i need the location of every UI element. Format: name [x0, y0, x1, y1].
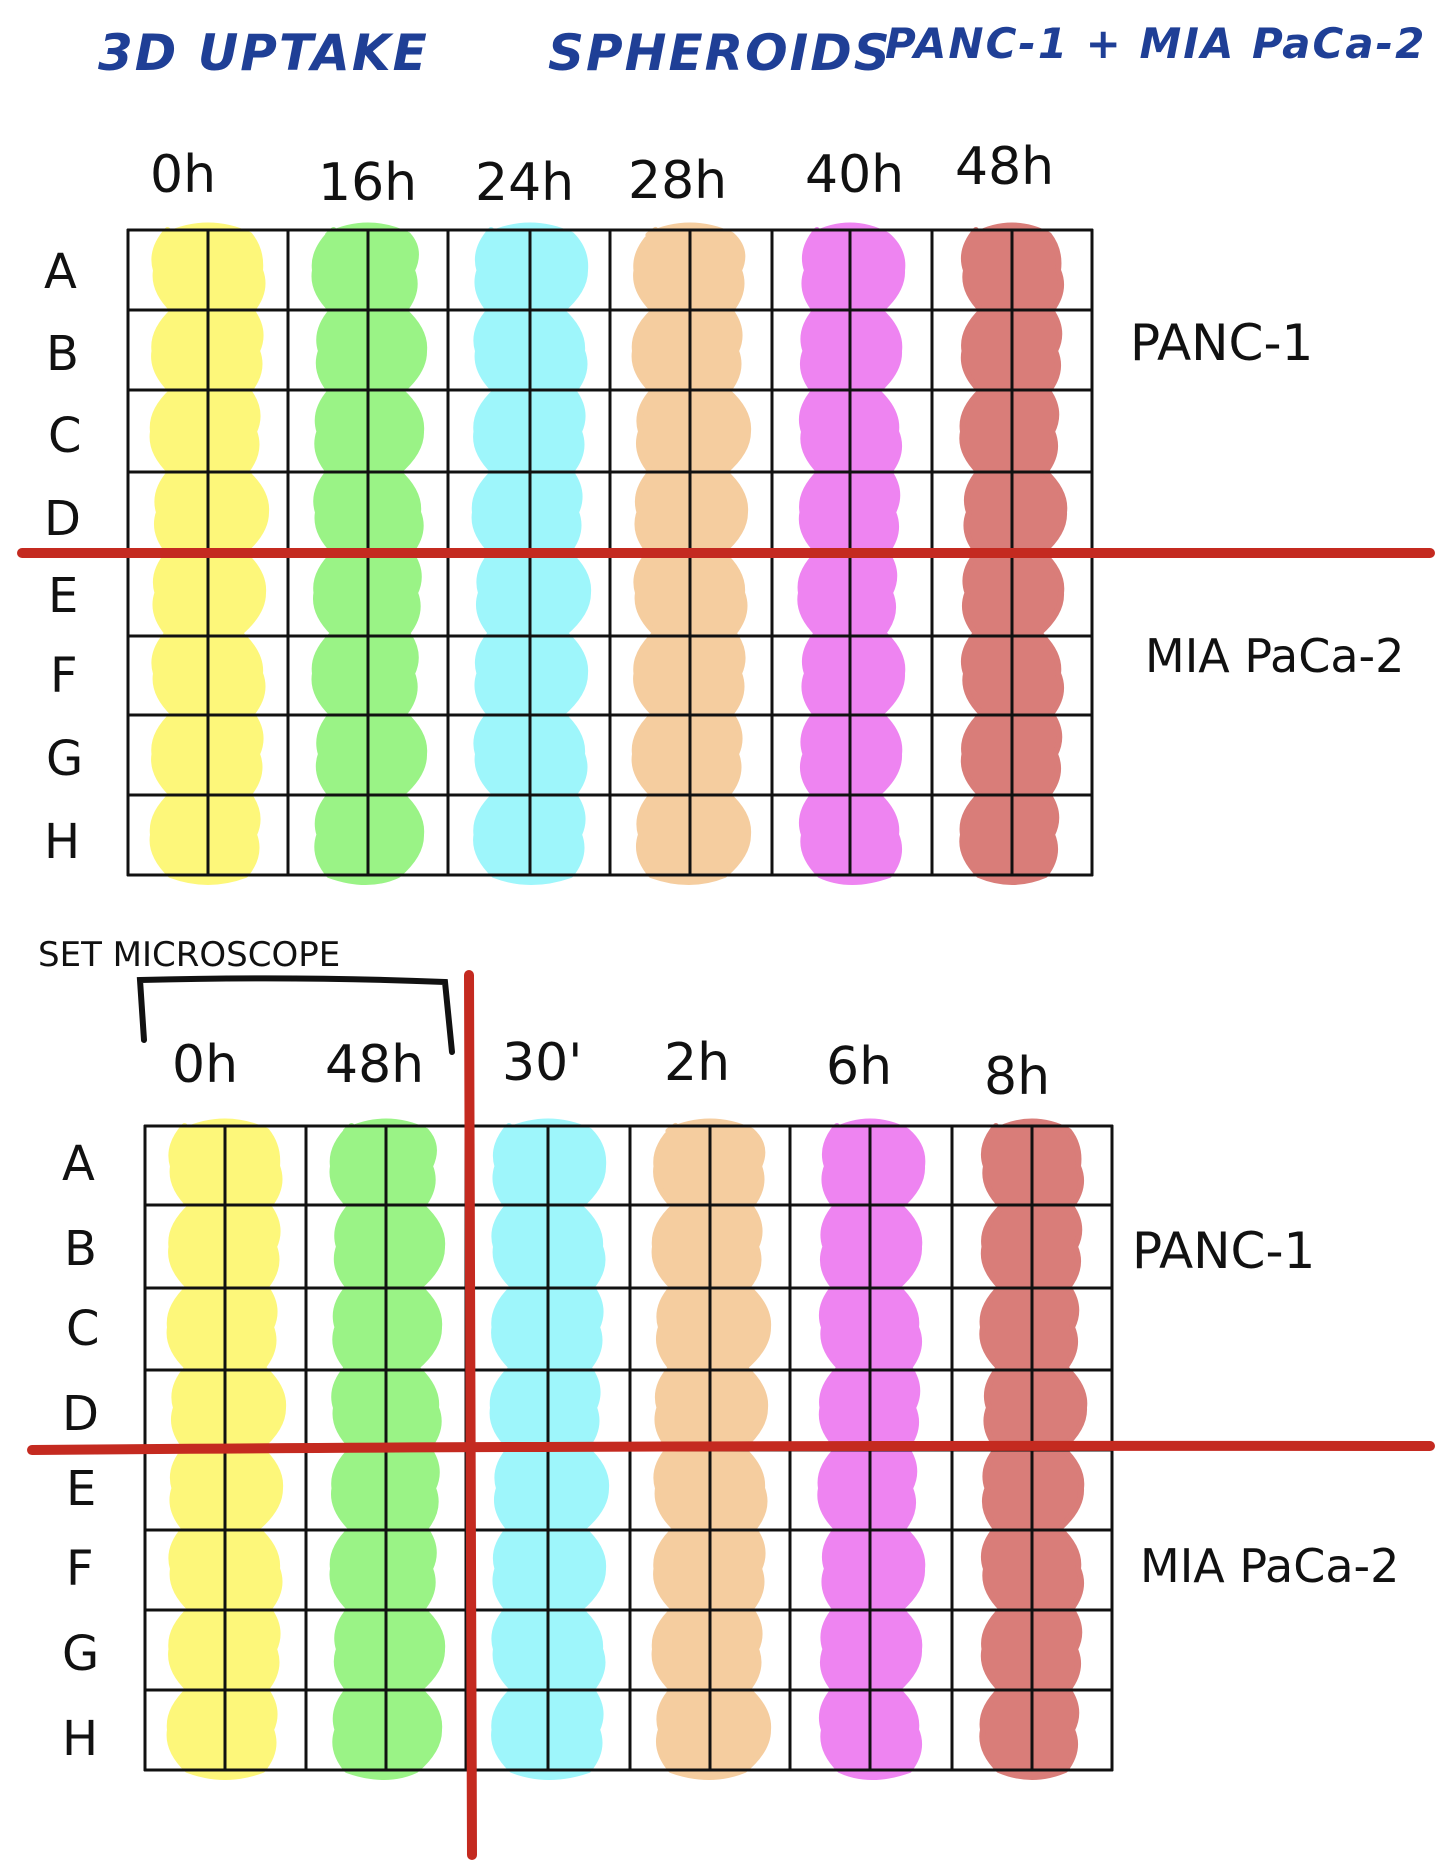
- title-group: 3D UPTAKE SPHEROIDS PANC-1 + MIA PaCa-2: [98, 19, 1426, 82]
- plate-1-group-panc1: PANC-1: [1130, 314, 1313, 372]
- plate-1-row-3: D: [44, 491, 81, 547]
- plate-2-group-panc1: PANC-1: [1132, 1222, 1315, 1280]
- plate-2-timepoint-4: 6h: [826, 1037, 892, 1097]
- plate-1-divider-line: [17, 546, 1435, 558]
- plate-2-row-labels: A B C D E F G H: [62, 1136, 100, 1767]
- plate-2-group-mia-paca2: MIA PaCa-2: [1140, 1539, 1399, 1593]
- plate-1-timepoint-2: 24h: [475, 153, 574, 213]
- plate-1-row-6: G: [46, 731, 83, 787]
- plate-2-timepoint-5: 8h: [984, 1047, 1050, 1107]
- plate-2: SET MICROSCOPE 0h 48h 30' 2h 6h 8h A B C…: [27, 935, 1435, 1860]
- plate-1-timepoint-3: 28h: [628, 151, 727, 211]
- plate-1: 0h 16h 24h 28h 40h 48h A B C D E F G H P…: [17, 137, 1435, 885]
- plate-2-timepoint-2: 30': [502, 1033, 582, 1093]
- plate-2-row-1: B: [64, 1221, 97, 1277]
- plate-2-row-6: G: [62, 1626, 99, 1682]
- plate-1-timepoint-0: 0h: [150, 145, 216, 205]
- plate-1-group-mia-paca2: MIA PaCa-2: [1145, 629, 1404, 683]
- plate-1-row-5: F: [50, 648, 78, 704]
- plate-1-timepoint-5: 48h: [955, 137, 1054, 197]
- plate-2-row-4: E: [66, 1461, 96, 1517]
- plate-2-timepoint-3: 2h: [664, 1033, 730, 1093]
- title-cells: PANC-1 + MIA PaCa-2: [885, 19, 1426, 68]
- plate-1-timepoint-labels: 0h 16h 24h 28h 40h 48h: [150, 137, 1054, 213]
- plate-2-note: SET MICROSCOPE: [38, 935, 340, 975]
- plate-2-timepoint-0: 0h: [172, 1035, 238, 1095]
- plate-2-row-2: C: [66, 1301, 100, 1357]
- title-uptake: 3D UPTAKE: [98, 24, 429, 82]
- plate-2-divider-line: [27, 1440, 1435, 1455]
- plate-1-row-1: B: [46, 326, 79, 382]
- plate-2-timepoint-labels: 0h 48h 30' 2h 6h 8h: [172, 1033, 1050, 1107]
- plate-2-bracket: [136, 975, 455, 1055]
- plate-2-vertical-divider: [464, 970, 477, 1860]
- plate-1-row-7: H: [44, 814, 80, 870]
- plate-2-row-7: H: [62, 1711, 98, 1767]
- plate-1-row-2: C: [48, 408, 82, 464]
- plate-2-row-5: F: [66, 1541, 94, 1597]
- plate-1-timepoint-1: 16h: [318, 153, 417, 213]
- plate-2-timepoint-1: 48h: [325, 1035, 424, 1095]
- plate-1-row-0: A: [44, 244, 77, 300]
- plate-2-row-0: A: [62, 1136, 95, 1192]
- plate-1-row-labels: A B C D E F G H: [44, 244, 83, 870]
- title-spheroids: SPHEROIDS: [548, 24, 892, 82]
- plate-2-row-3: D: [62, 1386, 99, 1442]
- plate-1-timepoint-4: 40h: [805, 145, 904, 205]
- plate-1-row-4: E: [48, 568, 78, 624]
